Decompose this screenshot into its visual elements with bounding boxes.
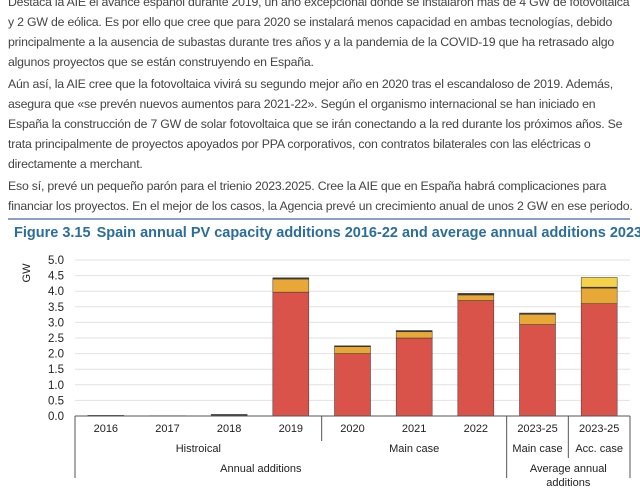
x-tick-label: 2020 [340,423,364,435]
x-tick-label: 2016 [94,423,118,435]
y-tick-label: 4.0 [48,286,64,298]
paragraph-2: Aún así, la AIE cree que la fotovoltaica… [8,74,636,174]
x-group-label: Histroical [176,443,221,455]
chart-body: 0.0 0.5 1.0 1.5 2.0 2.5 3.0 3.5 4.0 4.5 5.0 GW 2016 2… [21,255,630,488]
y-axis-label: GW [21,263,33,283]
bar-segment [335,346,371,347]
x-supergroup-label-cont: additions [546,477,591,488]
y-tick-label: 3.0 [48,317,64,329]
bar-segment [396,338,432,416]
bar-segment [520,314,556,324]
y-tick-label: 2.5 [48,333,64,345]
x-tick-label: 2018 [217,423,241,435]
x-tick-label: 2022 [464,423,488,435]
x-supergroup-label: Annual additions [220,463,302,475]
x-tick-label: 2019 [279,423,303,435]
x-tick-label: 2017 [155,423,179,435]
bar-segment [520,313,556,314]
y-tick-label: 0.5 [48,395,64,407]
bar-segment [335,347,371,354]
x-tick-label: 2023-25 [517,423,557,435]
bar-segment [273,278,309,279]
paragraph-3: Eso sí, prevé un pequeño parón para el t… [8,176,636,216]
paragraph-1: Destaca la AIE el avance español durante… [8,0,636,72]
bar-segment [396,331,432,332]
y-tick-label: 5.0 [48,255,64,267]
y-tick-label: 2.0 [48,349,64,361]
y-tick-label: 1.0 [48,380,64,392]
bar-segment [335,354,371,416]
bar-chart: 0.0 0.5 1.0 1.5 2.0 2.5 3.0 3.5 4.0 4.5 5.0 GW 2016 2… [0,218,640,488]
x-subcategory-label: Main case [512,443,562,455]
bar-segment [396,332,432,338]
bar-segment [273,292,309,416]
bar-segment [458,295,494,301]
y-tick-label: 1.5 [48,364,64,376]
bar-segment [458,301,494,416]
bar-segment [520,325,556,416]
x-supergroup-label: Average annual [530,463,607,475]
y-tick-label: 4.5 [48,271,64,283]
x-tick-label: 2023-25 [579,423,619,435]
bar-segment [458,293,494,295]
y-tick-label: 3.5 [48,302,64,314]
x-subcategory-label: Acc. case [575,443,623,455]
x-tick-label: 2021 [402,423,426,435]
bar-segment [581,277,617,287]
bar-segment [273,279,309,292]
y-tick-label: 0.0 [48,411,64,423]
x-group-label: Main case [389,443,439,455]
bar-segment [581,288,617,304]
bar-segment [581,304,617,416]
